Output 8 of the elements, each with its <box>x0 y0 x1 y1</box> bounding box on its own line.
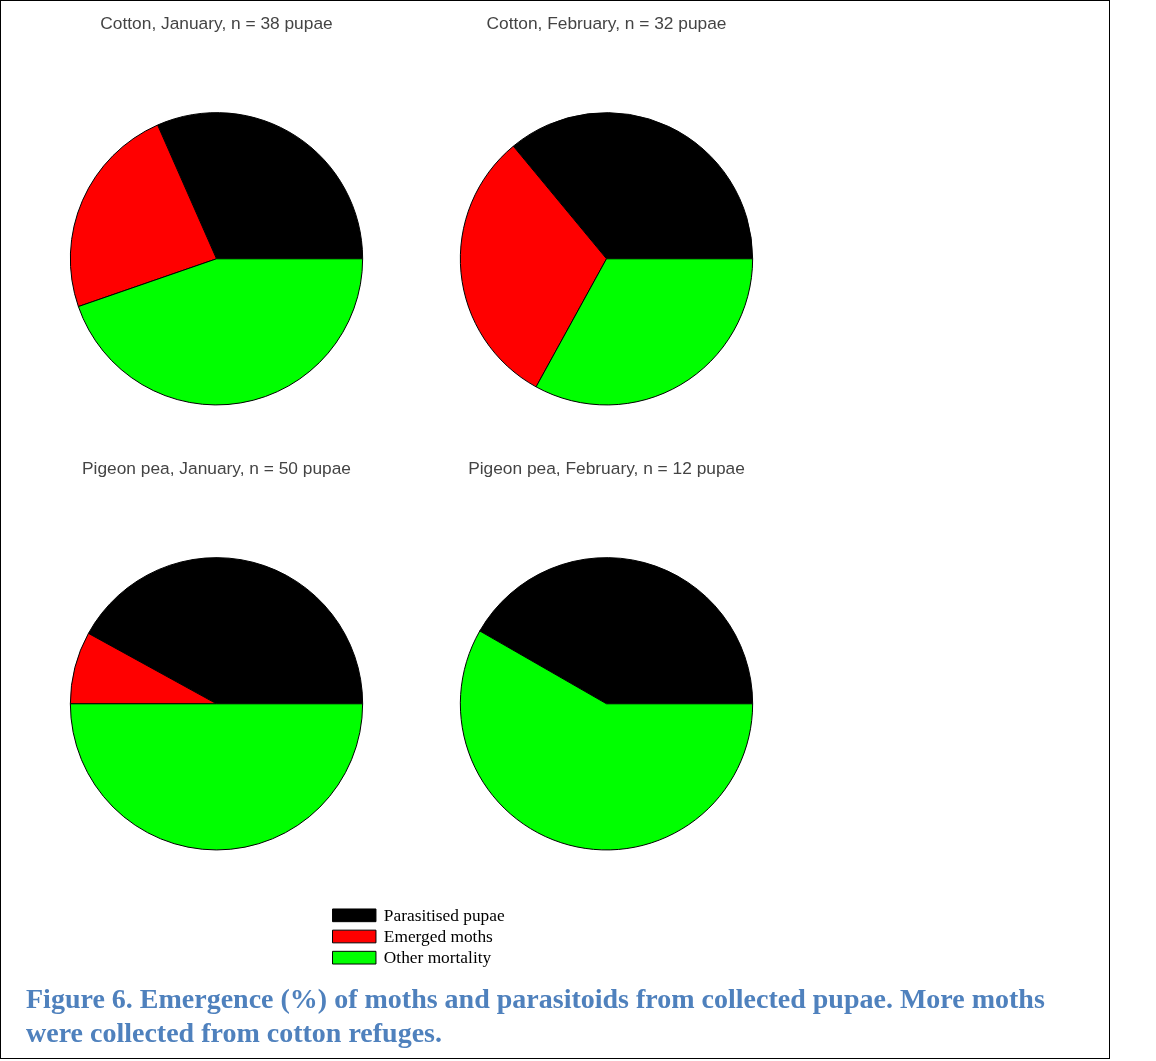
caption: Figure 6. Emergence (%) of moths and parasitoids from collected pupae. More moths were collected from cotton refuges. <box>26 982 1046 1050</box>
legend-label: Other mortality <box>383 948 492 968</box>
chart-title: Pigeon pea, January, n = 50 pupae <box>82 457 351 478</box>
legend-label: Parasitised pupae <box>383 905 505 925</box>
legend-label: Emerged moths <box>383 927 494 946</box>
chart-title: Pigeon pea, February, n = 12 pupae <box>468 457 745 478</box>
chart-title: Cotton, February, n = 32 pupae <box>486 12 727 33</box>
chart-title: Cotton, January, n = 38 pupae <box>100 12 333 33</box>
